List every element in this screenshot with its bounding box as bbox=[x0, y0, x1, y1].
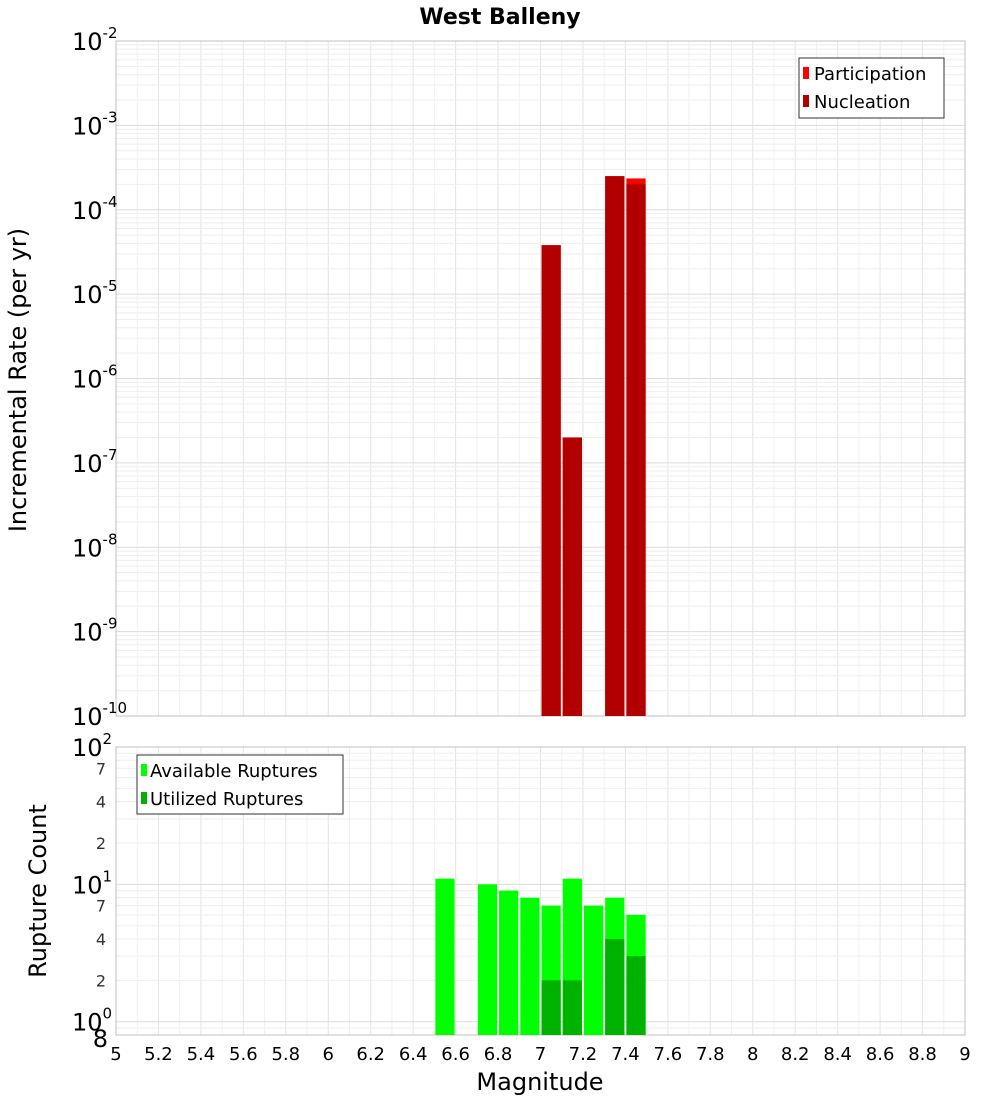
x-tick-label: 8.4 bbox=[823, 1044, 852, 1065]
x-tick-label: 5.4 bbox=[187, 1044, 216, 1065]
top-legend-box bbox=[798, 57, 945, 119]
bottom-bar-utilized-ruptures bbox=[605, 939, 625, 1035]
top-bar-nucleation bbox=[541, 245, 561, 717]
x-tick-label: 7.6 bbox=[654, 1044, 683, 1065]
x-tick-label: 8 bbox=[747, 1044, 758, 1065]
top-y-tick-label: 10-9 bbox=[72, 615, 118, 647]
x-tick-label: 6.8 bbox=[484, 1044, 513, 1065]
bottom-y-major-tick-label: 100 bbox=[72, 1005, 112, 1037]
x-tick-label: 7 bbox=[535, 1044, 546, 1065]
bottom-bar-utilized-ruptures bbox=[541, 980, 561, 1035]
top-y-tick-label: 10-10 bbox=[72, 699, 127, 731]
x-tick-label: 7.2 bbox=[569, 1044, 598, 1065]
top-y-tick-label: 10-5 bbox=[72, 277, 118, 309]
x-tick-label: 8.6 bbox=[866, 1044, 895, 1065]
top-y-axis-label: Incremental Rate (per yr) bbox=[4, 228, 32, 532]
top-y-tick-label: 10-8 bbox=[72, 530, 118, 562]
bottom-y-minor-tick-label: 4 bbox=[96, 930, 106, 949]
bottom-plot-frame bbox=[115, 746, 966, 1036]
bottom-y-major-tick-label: 102 bbox=[72, 730, 112, 762]
top-plot: 10-10 10-9 10-8 10-7 10-6 10-5 10-4 10-3 10-2 Par… bbox=[72, 24, 966, 731]
x-tick-label: 5.2 bbox=[144, 1044, 173, 1065]
x-tick-label: 7.8 bbox=[696, 1044, 725, 1065]
bottom-y-major-tick-label: 101 bbox=[72, 867, 112, 899]
legend-swatch-participation bbox=[803, 67, 809, 79]
top-y-tick-label: 10-6 bbox=[72, 362, 118, 394]
legend-label-available-ruptures: Available Ruptures bbox=[150, 761, 318, 782]
x-tick-label: 5 bbox=[110, 1044, 121, 1065]
top-bar-nucleation bbox=[626, 184, 646, 717]
legend-label-participation: Participation bbox=[814, 64, 926, 85]
top-bar-nucleation bbox=[605, 176, 625, 716]
x-tick-label: 7.4 bbox=[611, 1044, 640, 1065]
x-tick-label: 6.6 bbox=[441, 1044, 470, 1065]
bottom-legend-box bbox=[136, 754, 344, 815]
bottom-bar-available-ruptures bbox=[583, 905, 604, 1035]
x-tick-label: 8.8 bbox=[908, 1044, 937, 1065]
x-tick-label: 9 bbox=[959, 1044, 970, 1065]
bottom-bar-available-ruptures bbox=[499, 890, 519, 1035]
bottom-y-minor-tick-label: 8 bbox=[93, 1025, 108, 1053]
legend-swatch-utilized-ruptures bbox=[141, 792, 147, 804]
bottom-bar-available-ruptures bbox=[477, 884, 498, 1035]
x-axis-label: Magnitude bbox=[476, 1068, 603, 1096]
legend-swatch-nucleation bbox=[803, 95, 809, 107]
legend-label-utilized-ruptures: Utilized Ruptures bbox=[150, 789, 303, 810]
x-tick-label: 6.2 bbox=[356, 1044, 385, 1065]
bottom-bar-utilized-ruptures bbox=[562, 980, 582, 1035]
bottom-y-minor-tick-label: 7 bbox=[96, 759, 106, 778]
bottom-plot: 100 101 102 8 2 4 7 2 4 7 5 5.2 5.4 5.6 5.8 6 6.2 6.4 6.6 6… bbox=[72, 730, 971, 1065]
legend-swatch-available-ruptures bbox=[141, 764, 147, 776]
x-tick-label: 8.2 bbox=[781, 1044, 810, 1065]
top-y-tick-label: 10-7 bbox=[72, 446, 118, 478]
bottom-bar-available-ruptures bbox=[435, 878, 455, 1035]
top-y-tick-label: 10-2 bbox=[72, 24, 118, 56]
bottom-y-minor-tick-label: 4 bbox=[96, 793, 106, 812]
top-bar-nucleation bbox=[562, 437, 582, 716]
bottom-legend: Available Ruptures Utilized Ruptures bbox=[136, 754, 344, 815]
bottom-y-axis-label: Rupture Count bbox=[24, 804, 52, 978]
top-legend: Participation Nucleation bbox=[798, 57, 945, 119]
top-plot-frame bbox=[115, 40, 966, 717]
bottom-y-minor-tick-label: 2 bbox=[96, 971, 106, 990]
x-tick-label: 6 bbox=[323, 1044, 334, 1065]
chart-title: West Balleny bbox=[419, 5, 580, 30]
bottom-bar-utilized-ruptures bbox=[626, 956, 646, 1035]
x-tick-label: 5.6 bbox=[229, 1044, 258, 1065]
bottom-y-minor-tick-label: 7 bbox=[96, 897, 106, 916]
x-tick-label: 6.4 bbox=[399, 1044, 428, 1065]
top-y-tick-label: 10-3 bbox=[72, 108, 118, 140]
bottom-y-minor-tick-label: 2 bbox=[96, 834, 106, 853]
top-y-tick-label: 10-4 bbox=[72, 193, 118, 225]
legend-label-nucleation: Nucleation bbox=[814, 92, 910, 113]
bottom-bar-available-ruptures bbox=[520, 897, 540, 1035]
x-tick-label: 5.8 bbox=[271, 1044, 300, 1065]
